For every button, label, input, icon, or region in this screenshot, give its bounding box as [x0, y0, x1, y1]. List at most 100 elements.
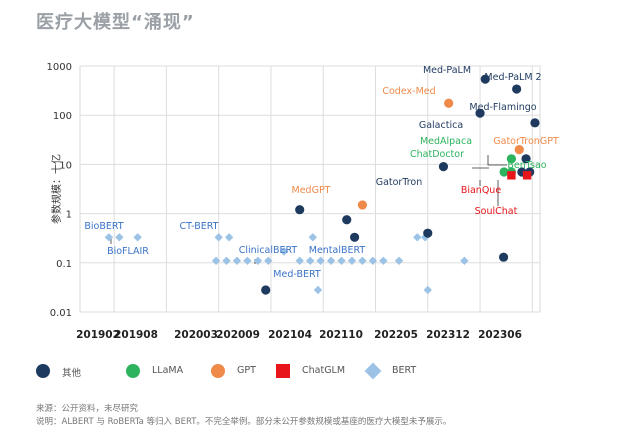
page-title: 医疗大模型“涌现” — [36, 12, 195, 33]
point-bert — [423, 285, 432, 295]
point-chatglm — [507, 171, 516, 180]
grid — [79, 65, 541, 313]
legend-label: BERT — [392, 365, 417, 376]
annotations: BioBERT BioFLAIR CT-BERT ClinicalBERT Med-BE… — [84, 65, 559, 280]
annotation-label: MedAlpaca — [420, 136, 472, 147]
point-gpt — [514, 144, 524, 155]
annotation-label: CT-BERT — [180, 221, 219, 232]
x-tick-label: 202009 — [216, 329, 260, 341]
annotation-label: Med-PaLM — [423, 65, 471, 76]
x-tick-label: 202104 — [268, 329, 312, 341]
point-other — [261, 285, 271, 295]
point-other — [530, 118, 540, 128]
point-bert — [295, 256, 304, 265]
square-marker-icon — [276, 364, 290, 378]
annotation-label: BioFLAIR — [107, 246, 149, 257]
point-gpt — [444, 98, 454, 108]
point-other — [512, 84, 522, 94]
x-tick-label: 202110 — [319, 329, 363, 341]
point-bert — [305, 256, 315, 265]
annotation-label: Med-BERT — [273, 269, 321, 280]
source-note: 来源：公开资料，未尽研究 — [36, 404, 139, 414]
point-bert — [214, 233, 223, 242]
point-bert — [413, 233, 422, 242]
annotation-label: ChatDoctor — [410, 149, 464, 160]
point-bert — [347, 256, 357, 265]
point-other — [349, 232, 360, 242]
point-other — [295, 205, 305, 215]
annotation-label: Med-PaLM 2 — [484, 72, 541, 83]
point-bert — [243, 256, 252, 265]
point-bert — [222, 256, 231, 265]
legend-label: LLaMA — [152, 365, 184, 376]
explanation-note: 说明：ALBERT 与 RoBERTa 等归入 BERT。不完全举例。部分未公开… — [36, 417, 452, 427]
y-tick-label: 10 — [59, 160, 72, 171]
y-axis-label-group: 参数规模：十亿 — [50, 154, 63, 224]
point-bert — [379, 256, 388, 265]
point-bert — [279, 247, 289, 256]
point-bert — [133, 233, 142, 242]
point-gpt — [357, 200, 368, 210]
y-tick-label: 0.01 — [50, 308, 72, 319]
x-tick-label: 202003 — [174, 329, 218, 341]
point-other — [498, 252, 509, 262]
point-bert — [358, 256, 367, 265]
y-tick-label: 1000 — [47, 62, 72, 73]
annotation-label: Galactica — [419, 120, 463, 131]
point-bert — [211, 256, 221, 265]
y-tick-label: 1 — [66, 210, 72, 221]
point-bert — [313, 285, 323, 295]
point-bert — [394, 256, 404, 265]
point-llama — [499, 167, 509, 177]
point-bert — [224, 233, 234, 242]
x-tick-label: 202312 — [426, 329, 470, 341]
annotation-label: Med-Flamingo — [469, 102, 536, 113]
notes: 来源：公开资料，未尽研究 说明：ALBERT 与 RoBERTa 等归入 BER… — [36, 403, 451, 429]
point-other — [342, 215, 352, 225]
circle-marker-icon — [36, 364, 50, 378]
point-bert — [326, 256, 336, 265]
annotation-label: Codex-Med — [382, 86, 435, 97]
legend-label: 其他 — [62, 368, 82, 379]
point-other — [475, 108, 485, 118]
annotation-label: SoulChat — [475, 206, 518, 217]
annotation-label: GatorTron — [376, 177, 423, 188]
x-tick-label: 201908 — [114, 329, 158, 341]
point-chatglm — [522, 171, 532, 180]
point-other — [423, 228, 433, 238]
point-bert — [460, 256, 469, 265]
annotation-label: BianQue — [461, 185, 501, 196]
x-tick-label: 202205 — [374, 329, 418, 341]
annotation-label: MedGPT — [292, 185, 331, 196]
diamond-marker-icon — [364, 362, 382, 380]
point-other — [438, 162, 449, 172]
y-axis-label: 参数规模：十亿 — [50, 154, 63, 224]
data-points — [104, 74, 540, 295]
point-bert — [308, 233, 317, 242]
point-bert — [115, 233, 124, 242]
annotation-label: MentalBERT — [309, 245, 366, 256]
legend-label: GPT — [237, 365, 256, 376]
point-llama — [506, 154, 517, 164]
point-other — [521, 154, 531, 164]
y-tick-label: 0.1 — [56, 259, 72, 270]
annotation-label: GatorTronGPT — [493, 136, 559, 147]
annotation-label: BenTsao — [507, 160, 546, 171]
y-tick-label: 100 — [53, 111, 72, 122]
point-bert — [253, 256, 263, 265]
point-other — [480, 74, 490, 84]
circle-marker-icon — [211, 364, 225, 378]
legend-label: ChatGLM — [302, 365, 346, 376]
point-bert — [337, 256, 346, 265]
circle-marker-icon — [126, 364, 140, 378]
x-tick-label: 201902 — [76, 329, 120, 341]
annotation-label: BioBERT — [84, 221, 123, 232]
point-bert — [232, 256, 242, 265]
leader-line — [487, 155, 507, 166]
point-bert — [316, 256, 325, 265]
y-tick-labels: 1000 100 10 1 0.1 0.01 — [47, 62, 72, 319]
point-bert — [264, 256, 273, 265]
point-bert — [368, 256, 378, 265]
